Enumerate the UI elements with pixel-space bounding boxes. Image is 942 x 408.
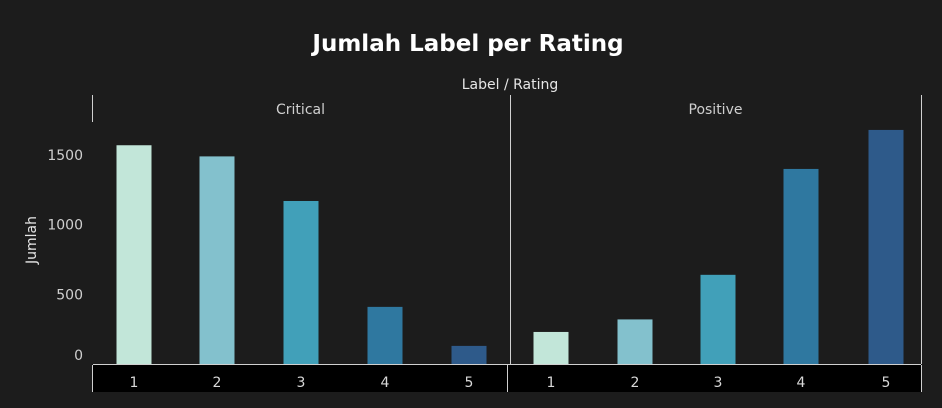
- x-tick-label: 1: [547, 375, 556, 391]
- x-tick-label: 4: [797, 375, 806, 391]
- x-tick-label: 2: [213, 375, 222, 391]
- pane-header-positive: Positive: [689, 102, 743, 118]
- x-tick-label: 1: [130, 375, 139, 391]
- x-tick-label: 4: [381, 375, 390, 391]
- plot-area: 0 500 1000 1500 Critical 1 2 3 4 5 Positive 1 2 3 4 5: [47, 95, 922, 392]
- y-tick-label: 1000: [47, 218, 83, 234]
- bar: [199, 156, 235, 364]
- bar: [783, 168, 819, 364]
- x-tick-label: 5: [882, 375, 891, 391]
- bar: [283, 200, 319, 364]
- x-tick-label: 3: [714, 375, 723, 391]
- y-tick-label: 0: [74, 348, 83, 364]
- column-header: Label / Rating: [462, 77, 559, 93]
- y-tick-label: 1500: [47, 148, 83, 164]
- chart-title: Jumlah Label per Rating: [310, 31, 623, 57]
- bar: [700, 274, 736, 364]
- x-tick-label: 5: [465, 375, 474, 391]
- bar: [367, 306, 403, 364]
- x-tick-label: 2: [631, 375, 640, 391]
- bar: [868, 129, 904, 364]
- x-tick-label: 3: [297, 375, 306, 391]
- bar: [617, 319, 653, 364]
- bar: [451, 345, 487, 364]
- y-axis-label: Jumlah: [24, 216, 40, 265]
- y-tick-label: 500: [56, 287, 83, 303]
- pane-header-critical: Critical: [276, 102, 325, 118]
- bar: [533, 331, 569, 364]
- bar: [116, 145, 152, 364]
